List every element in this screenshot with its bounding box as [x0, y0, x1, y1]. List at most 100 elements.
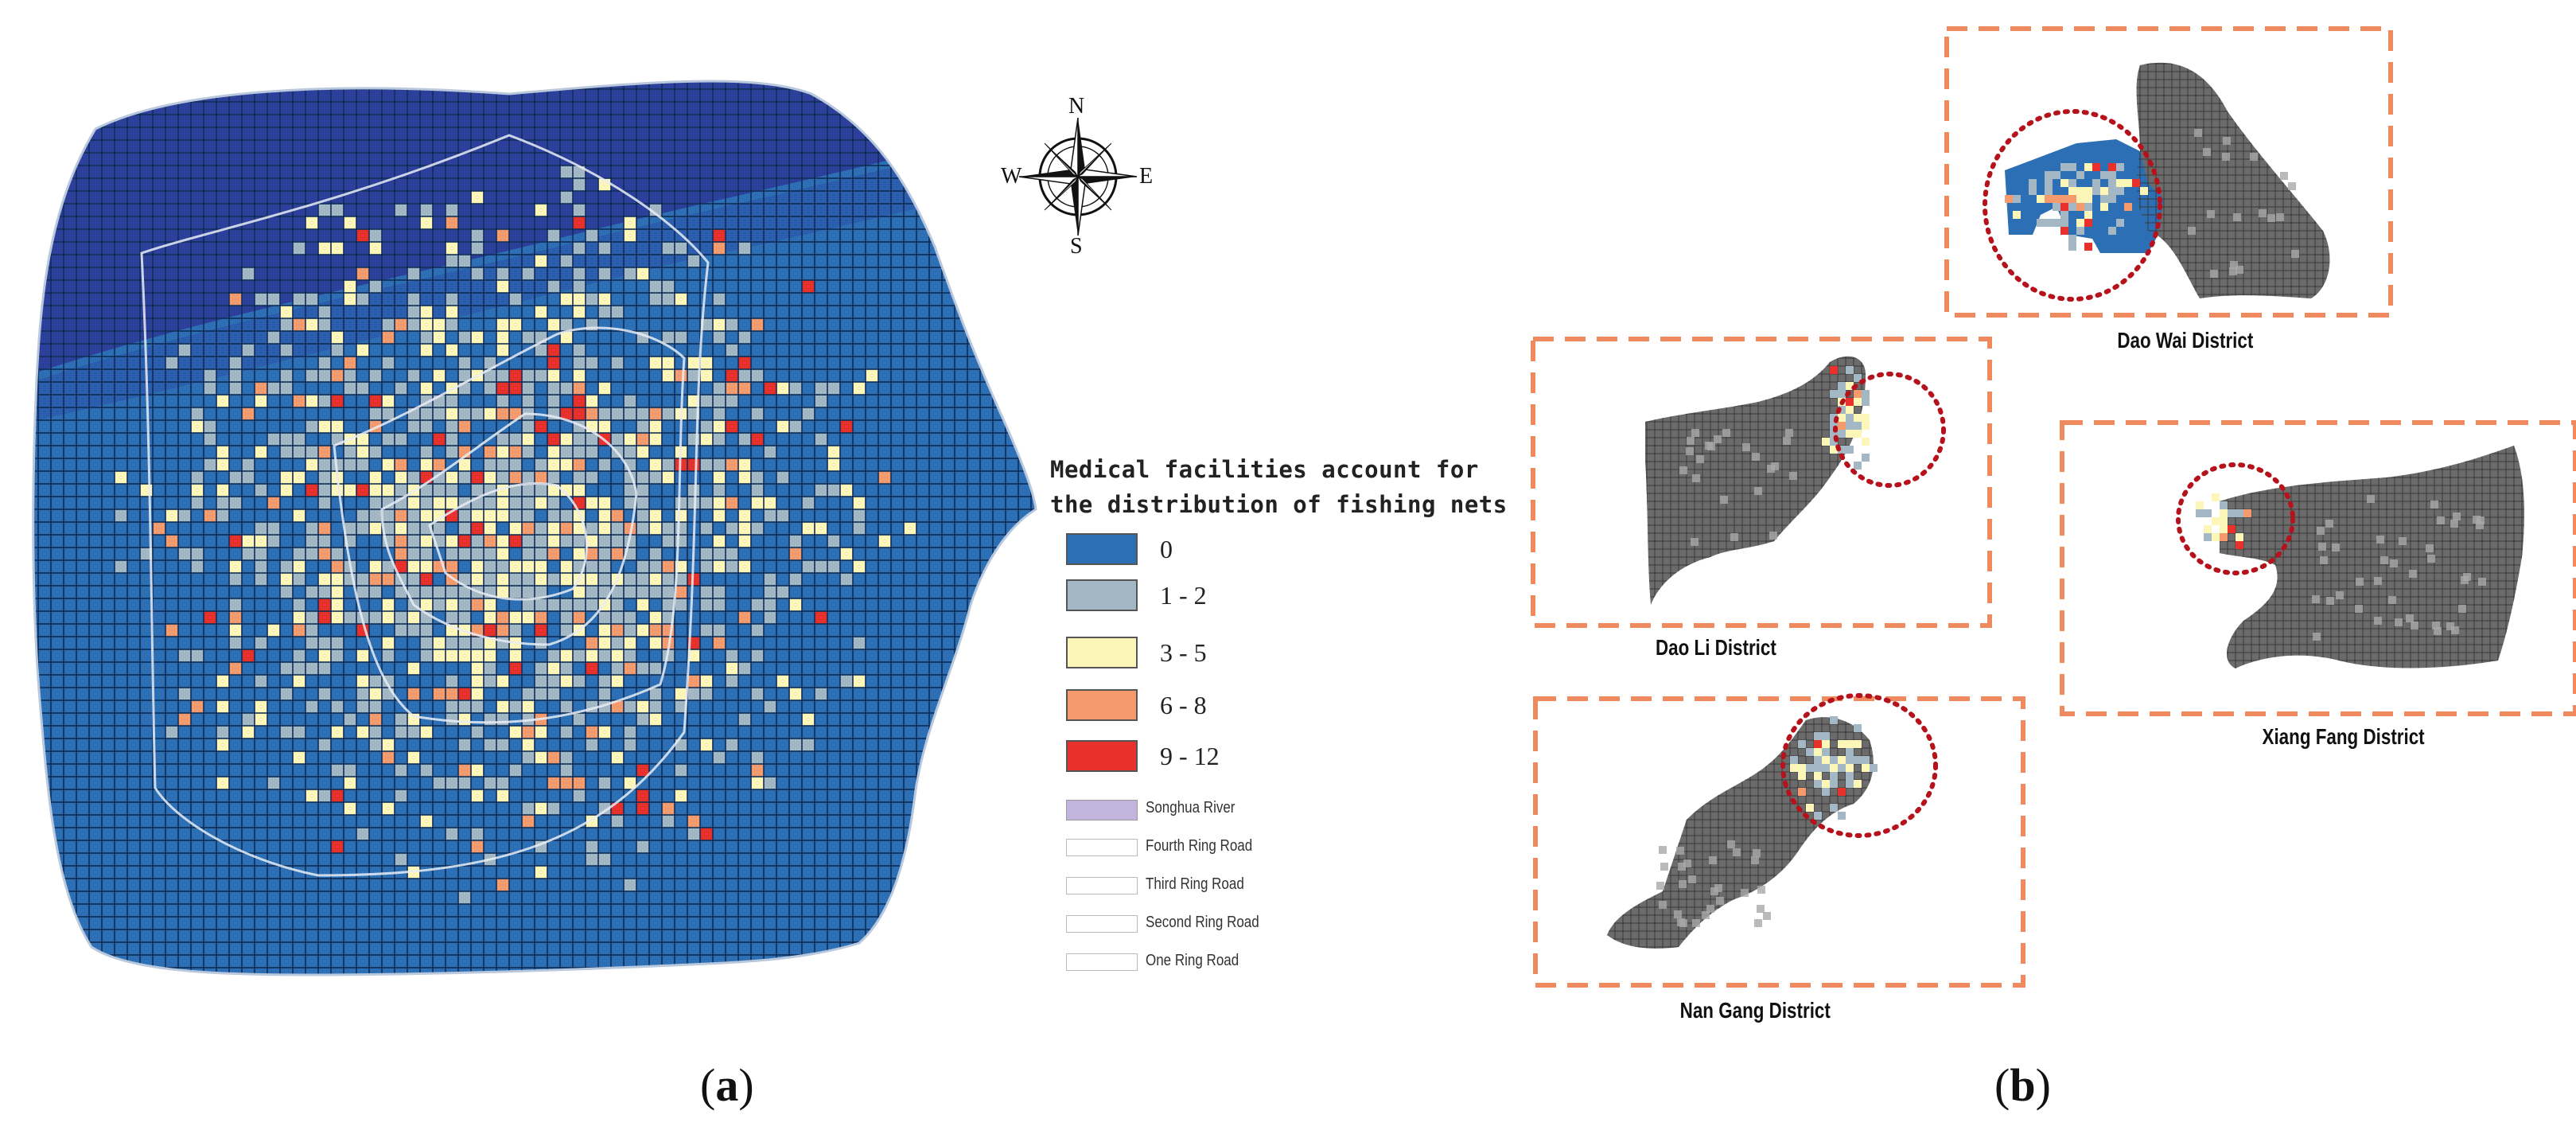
- gray-cell: [2374, 577, 2382, 585]
- gray-cell: [2374, 617, 2382, 625]
- grid-cell: [1854, 430, 1862, 438]
- gray-cell: [1714, 435, 1722, 443]
- grid-cell: [1830, 756, 1838, 764]
- grid-cell: [2204, 533, 2212, 541]
- legend-label-2: 3 - 5: [1160, 638, 1207, 667]
- grid-cell: [1814, 812, 1822, 820]
- legend-road-swatch-0: [1066, 839, 1138, 856]
- dao-wai-circle: [1983, 109, 2162, 302]
- gray-cell: [2326, 597, 2334, 605]
- gray-cell: [1754, 487, 1762, 495]
- second-ring-road: [380, 412, 638, 646]
- legend-road-label-0: Fourth Ring Road: [1146, 837, 1253, 855]
- grid-cell: [2037, 195, 2045, 203]
- grid-cell: [2068, 203, 2076, 211]
- gray-cell: [2276, 213, 2284, 221]
- grid-cell: [2060, 195, 2068, 203]
- grid-cell: [1854, 422, 1862, 430]
- grid-cell: [2084, 195, 2092, 203]
- grid-cell: [2053, 219, 2060, 227]
- grid-cell: [1790, 764, 1798, 772]
- grid-cell: [2060, 203, 2068, 211]
- gray-cell: [2478, 578, 2486, 586]
- gray-cell: [2395, 618, 2403, 626]
- panel-a-letter: a: [715, 1059, 739, 1111]
- legend-label-4: 9 - 12: [1160, 742, 1220, 770]
- gray-cell: [1767, 465, 1775, 473]
- grid-cell: [2220, 501, 2228, 509]
- grid-cell: [2108, 163, 2116, 171]
- grid-cell: [1822, 740, 1830, 748]
- grid-cell: [1862, 398, 1870, 406]
- grid-cell: [2100, 187, 2108, 195]
- grid-cell: [1862, 414, 1870, 422]
- grid-cell: [2092, 179, 2100, 187]
- grid-cell: [1854, 414, 1862, 422]
- compass-e-label: E: [1139, 164, 1154, 189]
- gray-cell: [2355, 605, 2363, 613]
- gray-cell: [1754, 919, 1762, 927]
- grid-cell: [1822, 788, 1830, 796]
- xiang-fang-cells: [2196, 493, 2486, 641]
- grid-cell: [2092, 187, 2100, 195]
- gray-cell: [1757, 886, 1765, 894]
- city-grid-map: [33, 81, 1037, 976]
- grid-cell: [1846, 422, 1854, 430]
- grid-cell: [1814, 772, 1822, 780]
- grid-cell: [2013, 211, 2021, 219]
- grid-cell: [2116, 187, 2124, 195]
- compass-s-label: S: [1070, 234, 1083, 259]
- grid-cell: [2076, 227, 2084, 235]
- grid-cell: [1854, 724, 1862, 732]
- grid-cell: [1806, 748, 1814, 756]
- legend-river-swatch: [1066, 800, 1138, 820]
- grid-cell: [1846, 772, 1854, 780]
- gray-cell: [2432, 622, 2440, 629]
- grid-cell: [2029, 179, 2037, 187]
- grid-cell: [2100, 195, 2108, 203]
- grid-cell: [2092, 163, 2100, 171]
- grid-cell: [1846, 406, 1854, 414]
- gray-cell: [2207, 210, 2215, 218]
- grid-cell: [2005, 195, 2013, 203]
- gray-cell: [1678, 863, 1686, 871]
- grid-cell: [2053, 171, 2060, 179]
- grid-cell: [2084, 243, 2092, 251]
- gray-cell: [1656, 882, 1664, 890]
- grid-cell: [1854, 398, 1862, 406]
- grid-cell: [1814, 748, 1822, 756]
- gray-cell: [2451, 626, 2459, 634]
- grid-cell: [1854, 780, 1862, 788]
- grid-cell: [2108, 227, 2116, 235]
- gray-cell: [2320, 556, 2328, 564]
- grid-cell: [1806, 764, 1814, 772]
- grid-cell: [1838, 446, 1846, 454]
- grid-cell: [1814, 740, 1822, 748]
- grid-cell: [1854, 740, 1862, 748]
- grid-cell: [2045, 219, 2053, 227]
- dao-li-circle: [1833, 372, 1946, 488]
- grid-cell: [2076, 187, 2084, 195]
- legend-label-0: 0: [1160, 535, 1173, 563]
- gray-cell: [1692, 919, 1700, 927]
- gray-cell: [1742, 443, 1750, 451]
- grid-cell: [2116, 179, 2124, 187]
- grid-cell: [2140, 187, 2148, 195]
- grid-cell: [2068, 243, 2076, 251]
- gray-cell: [2477, 516, 2485, 524]
- legend-swatch-2: [1066, 637, 1138, 668]
- grid-cell: [2060, 211, 2068, 219]
- grid-cell: [1862, 390, 1870, 398]
- city-outline: [32, 80, 1037, 976]
- legend-swatch-0: [1066, 533, 1138, 565]
- grid-cell: [2196, 509, 2204, 517]
- gray-cell: [2233, 213, 2241, 221]
- gray-cell: [2194, 129, 2202, 137]
- grid-cell: [1846, 414, 1854, 422]
- gray-cell: [2229, 267, 2237, 275]
- grid-cell: [2068, 235, 2076, 243]
- grid-cell: [1854, 390, 1862, 398]
- gray-cell: [1688, 875, 1696, 883]
- grid-cell: [1838, 414, 1846, 422]
